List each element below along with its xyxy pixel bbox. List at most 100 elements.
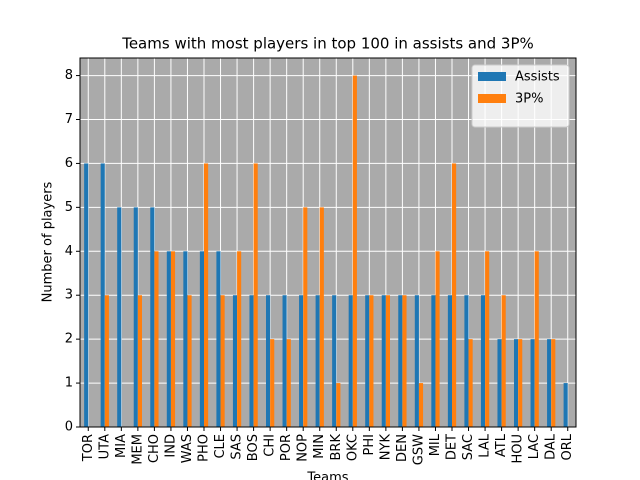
x-tick-label: DEN	[395, 434, 410, 462]
bar	[431, 295, 436, 427]
x-tick-label: DAL	[544, 433, 559, 460]
bar	[104, 295, 109, 427]
y-tick-label: 7	[65, 112, 73, 127]
bar	[485, 251, 490, 427]
y-tick-label: 8	[65, 68, 73, 83]
legend-swatch	[478, 72, 506, 81]
x-tick-label: MIN	[312, 434, 327, 459]
bar	[204, 163, 209, 427]
bar	[154, 251, 159, 427]
y-tick-label: 3	[65, 288, 73, 303]
bar	[84, 163, 89, 427]
y-tick-label: 1	[65, 376, 73, 391]
y-tick-label: 6	[65, 156, 73, 171]
x-tick-label: PHI	[362, 434, 377, 455]
x-tick-label: ATL	[494, 433, 509, 457]
bar	[452, 163, 457, 427]
bar	[166, 251, 171, 427]
x-tick-label: WAS	[180, 434, 195, 463]
bar	[286, 339, 291, 427]
bar	[497, 339, 502, 427]
bar	[418, 383, 424, 427]
x-tick-label: MIA	[114, 434, 129, 458]
x-tick-label: GSW	[411, 434, 426, 465]
x-tick-label: ORL	[560, 433, 575, 460]
x-tick-label: CHI	[263, 434, 278, 457]
x-tick-label: MEM	[130, 434, 145, 465]
bar	[237, 251, 242, 427]
x-tick-label: PHO	[197, 434, 212, 462]
bar	[501, 295, 506, 427]
bar	[468, 339, 473, 427]
bar	[547, 339, 552, 427]
bar	[220, 295, 225, 427]
y-tick-label: 0	[65, 420, 73, 435]
bar	[199, 251, 204, 427]
bar	[464, 295, 469, 427]
bar	[299, 295, 304, 427]
bar	[117, 207, 122, 427]
bar	[282, 295, 287, 427]
bar	[137, 295, 142, 427]
x-tick-label: IND	[163, 434, 178, 458]
bar	[348, 295, 353, 427]
y-tick-label: 5	[65, 200, 73, 215]
y-tick-label: 2	[65, 332, 73, 347]
bar	[369, 295, 374, 427]
bar	[303, 207, 308, 427]
bar	[398, 295, 403, 427]
bar	[216, 251, 221, 427]
x-tick-label: POR	[279, 434, 294, 461]
x-tick-label: UTA	[97, 434, 112, 459]
x-tick-label: LAL	[478, 433, 493, 457]
x-tick-label: CLE	[213, 434, 228, 459]
legend-label: 3P%	[515, 92, 543, 107]
bar	[133, 207, 138, 427]
y-axis-label: Number of players	[41, 181, 56, 302]
bar	[402, 295, 407, 427]
bar	[266, 295, 271, 427]
x-tick-label: DET	[445, 434, 460, 460]
x-tick-label: CHO	[147, 434, 162, 463]
bar	[100, 163, 105, 427]
bar	[232, 295, 238, 427]
bar	[381, 295, 386, 427]
bar	[249, 295, 254, 427]
bar	[319, 207, 324, 427]
bar	[270, 339, 275, 427]
bar	[365, 295, 370, 427]
x-tick-label: NOP	[296, 434, 311, 462]
x-axis-label: Teams	[306, 471, 348, 480]
bar	[170, 251, 176, 427]
bar	[187, 295, 192, 427]
bar	[447, 295, 452, 427]
bar	[336, 383, 341, 427]
x-tick-label: SAS	[230, 434, 245, 460]
bar	[480, 295, 486, 427]
bar	[534, 251, 539, 427]
bar	[332, 295, 337, 427]
bar	[352, 75, 357, 428]
legend-swatch	[478, 94, 506, 103]
bar	[435, 251, 440, 427]
chart-title: Teams with most players in top 100 in as…	[121, 35, 534, 53]
bar	[514, 339, 519, 427]
legend-label: Assists	[515, 70, 560, 85]
axes-frame	[79, 57, 577, 428]
x-tick-label: NYK	[378, 434, 393, 461]
bar	[414, 295, 419, 427]
y-tick-label: 4	[65, 244, 73, 259]
x-tick-label: BOS	[246, 434, 261, 461]
x-tick-label: HOU	[511, 434, 526, 464]
bar	[315, 295, 320, 427]
bar	[563, 383, 568, 427]
x-tick-label: MIL	[428, 433, 443, 456]
x-tick-label: OKC	[345, 434, 360, 461]
bar	[530, 339, 535, 427]
bar	[551, 339, 556, 427]
x-tick-label: TOR	[81, 434, 96, 462]
x-tick-label: LAC	[527, 434, 542, 459]
bar	[385, 295, 390, 427]
bar	[183, 251, 188, 427]
